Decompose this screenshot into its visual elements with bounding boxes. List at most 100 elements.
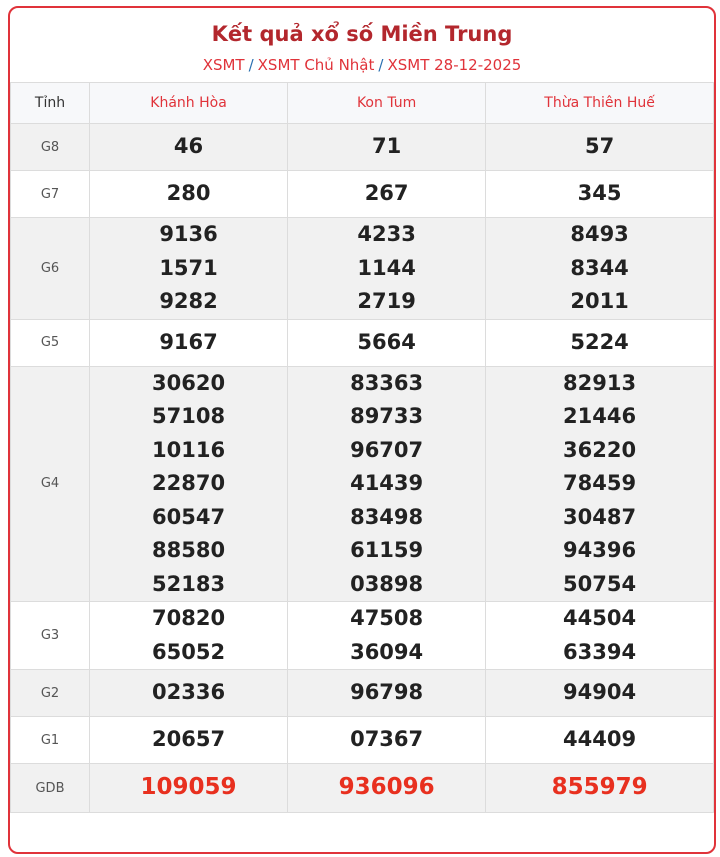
prize-number: 57108	[152, 404, 226, 428]
prize-number: 8344	[570, 255, 629, 280]
prize-number: 94904	[563, 680, 637, 705]
prize-number: 78459	[563, 471, 637, 495]
prize-label: GDB	[10, 763, 90, 813]
prize-number: 82913	[563, 370, 637, 395]
prize-cell: 5664	[287, 318, 487, 367]
prize-number: 65052	[152, 639, 226, 664]
prize-label: G3	[10, 601, 90, 670]
prize-cell: 44504 63394	[485, 601, 714, 670]
prize-number: 9136	[159, 222, 218, 246]
prize-number: 96707	[350, 437, 424, 462]
table-row: G8 46 71 57	[10, 123, 714, 171]
prize-cell: 30620 57108 10116 22870 60547 88580 52183	[88, 365, 289, 602]
prize-number: 30487	[563, 504, 637, 529]
prize-number: 10116	[152, 437, 226, 462]
prize-cell: 280	[88, 170, 289, 218]
breadcrumb-xsmt-sunday[interactable]: XSMT Chủ Nhật	[257, 56, 375, 74]
prize-cell: 5224	[485, 318, 714, 367]
prize-number: 5224	[570, 329, 629, 354]
prize-number: 63394	[563, 639, 637, 664]
prize-label: G6	[10, 217, 90, 320]
prize-number: 30620	[152, 370, 226, 395]
prize-cell: 02336	[88, 669, 289, 717]
results-card: Kết quả xổ số Miền Trung XSMT / XSMT Chủ N…	[8, 6, 716, 854]
prize-cell: 9167	[88, 318, 289, 367]
table-row: G5 9167 5664 5224	[10, 318, 714, 367]
prize-number: 5664	[357, 329, 416, 354]
prize-number: 07367	[350, 727, 424, 752]
prize-number: 8493	[570, 222, 629, 246]
prize-number: 71	[372, 134, 402, 159]
prize-number: 83498	[350, 504, 424, 529]
prize-number: 50754	[563, 571, 637, 596]
prize-cell: 109059	[88, 763, 289, 813]
prize-number: 70820	[152, 606, 226, 630]
prize-number: 83363	[350, 370, 424, 395]
header-province[interactable]: Thừa Thiên Huế	[485, 82, 714, 124]
prize-cell: 936096	[287, 763, 487, 813]
prize-label: G8	[10, 123, 90, 171]
prize-number: 280	[166, 181, 211, 206]
prize-number: 9167	[159, 329, 218, 354]
breadcrumb: XSMT / XSMT Chủ Nhật / XSMT 28-12-2025	[10, 56, 714, 84]
prize-number: 21446	[563, 404, 637, 428]
prize-number: 22870	[152, 471, 226, 495]
prize-number: 1144	[357, 255, 416, 280]
header-province[interactable]: Khánh Hòa	[88, 82, 289, 124]
header-province[interactable]: Kon Tum	[287, 82, 487, 124]
special-prize-number: 936096	[338, 774, 435, 801]
prize-number: 94396	[563, 538, 637, 562]
prize-number: 41439	[350, 471, 424, 495]
prize-cell: 46	[88, 123, 289, 171]
prize-cell: 82913 21446 36220 78459 30487 94396 50754	[485, 365, 714, 602]
prize-number: 03898	[350, 571, 424, 596]
prize-cell: 47508 36094	[287, 601, 487, 670]
prize-cell: 71	[287, 123, 487, 171]
prize-cell: 83363 89733 96707 41439 83498 61159 03898	[287, 365, 487, 602]
results-table: Tỉnh Khánh Hòa Kon Tum Thừa Thiên Huế G8…	[10, 82, 714, 813]
breadcrumb-separator: /	[378, 56, 384, 74]
prize-cell: 94904	[485, 669, 714, 717]
table-row: G6 9136 1571 9282 4233 1144 2719 8493 8344 2011	[10, 217, 714, 320]
prize-label: G2	[10, 669, 90, 717]
prize-cell: 345	[485, 170, 714, 218]
prize-cell: 20657	[88, 716, 289, 764]
prize-number: 345	[577, 181, 622, 206]
prize-cell: 8493 8344 2011	[485, 217, 714, 320]
prize-cell: 07367	[287, 716, 487, 764]
table-row: GDB 109059 936096 855979	[10, 763, 714, 813]
prize-number: 89733	[350, 404, 424, 428]
prize-number: 2719	[357, 289, 416, 313]
prize-number: 47508	[350, 606, 424, 630]
prize-number: 44409	[563, 727, 637, 752]
prize-cell: 855979	[485, 763, 714, 813]
page-title: Kết quả xổ số Miền Trung	[211, 22, 513, 46]
table-row: G2 02336 96798 94904	[10, 669, 714, 717]
prize-number: 46	[173, 134, 204, 159]
breadcrumb-xsmt-date[interactable]: XSMT 28-12-2025	[387, 56, 522, 74]
prize-label: G1	[10, 716, 90, 764]
prize-number: 2011	[570, 289, 629, 313]
prize-cell: 267	[287, 170, 487, 218]
breadcrumb-xsmt[interactable]: XSMT	[202, 56, 245, 74]
table-row: G1 20657 07367 44409	[10, 716, 714, 764]
prize-cell: 57	[485, 123, 714, 171]
prize-number: 02336	[152, 680, 226, 705]
prize-number: 96798	[350, 680, 424, 705]
prize-cell: 70820 65052	[88, 601, 289, 670]
table-row: G7 280 267 345	[10, 170, 714, 218]
prize-label: G7	[10, 170, 90, 218]
special-prize-number: 855979	[551, 774, 648, 801]
table-row: G4 30620 57108 10116 22870 60547 88580 52183 833…	[10, 365, 714, 602]
prize-number: 57	[584, 134, 615, 159]
prize-number: 61159	[350, 538, 424, 562]
prize-cell: 4233 1144 2719	[287, 217, 487, 320]
prize-number: 20657	[152, 727, 226, 752]
prize-cell: 44409	[485, 716, 714, 764]
prize-number: 36220	[563, 437, 637, 462]
prize-number: 4233	[357, 222, 416, 246]
prize-number: 44504	[563, 606, 637, 630]
prize-cell: 9136 1571 9282	[88, 217, 289, 320]
special-prize-number: 109059	[140, 774, 237, 801]
prize-number: 60547	[152, 504, 226, 529]
